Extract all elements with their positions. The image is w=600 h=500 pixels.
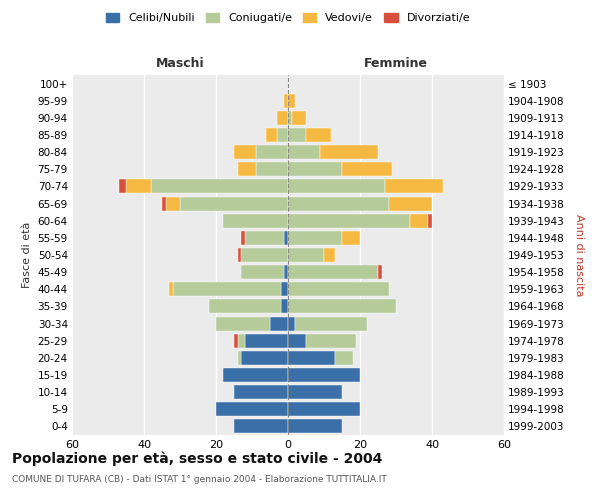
Bar [288, 214, 410, 228]
Bar [238, 334, 245, 347]
Bar [288, 334, 306, 347]
Bar [288, 180, 385, 194]
Bar [216, 316, 270, 330]
Bar [234, 145, 256, 159]
Y-axis label: Fasce di età: Fasce di età [22, 222, 32, 288]
Bar [288, 145, 320, 159]
Bar [234, 334, 238, 347]
Bar [288, 196, 389, 210]
Bar [119, 180, 126, 194]
Legend: Celibi/Nubili, Coniugati/e, Vedovi/e, Divorziati/e: Celibi/Nubili, Coniugati/e, Vedovi/e, Di… [101, 8, 475, 28]
Bar [389, 196, 432, 210]
Bar [238, 248, 241, 262]
Bar [238, 351, 241, 365]
Bar [288, 265, 378, 279]
Bar [288, 128, 306, 142]
Bar [288, 94, 295, 108]
Bar [342, 162, 392, 176]
Bar [306, 128, 331, 142]
Bar [378, 265, 382, 279]
Bar [245, 231, 284, 245]
Bar [245, 334, 288, 347]
Bar [234, 420, 288, 434]
Bar [241, 351, 288, 365]
Bar [241, 248, 288, 262]
Bar [288, 162, 342, 176]
Bar [295, 316, 367, 330]
Bar [284, 94, 288, 108]
Bar [410, 214, 428, 228]
Bar [266, 128, 277, 142]
Text: Femmine: Femmine [364, 57, 428, 70]
Bar [385, 180, 443, 194]
Bar [256, 162, 288, 176]
Bar [306, 334, 356, 347]
Bar [238, 162, 256, 176]
Bar [335, 351, 353, 365]
Bar [288, 402, 360, 416]
Text: Maschi: Maschi [155, 57, 205, 70]
Bar [342, 231, 360, 245]
Bar [288, 316, 295, 330]
Bar [281, 300, 288, 314]
Bar [126, 180, 151, 194]
Text: COMUNE DI TUFARA (CB) - Dati ISTAT 1° gennaio 2004 - Elaborazione TUTTITALIA.IT: COMUNE DI TUFARA (CB) - Dati ISTAT 1° ge… [12, 476, 387, 484]
Y-axis label: Anni di nascita: Anni di nascita [574, 214, 584, 296]
Bar [223, 214, 288, 228]
Bar [288, 351, 335, 365]
Bar [292, 111, 306, 125]
Bar [169, 282, 173, 296]
Bar [151, 180, 288, 194]
Bar [277, 128, 288, 142]
Bar [288, 385, 342, 399]
Bar [428, 214, 432, 228]
Bar [288, 111, 292, 125]
Bar [241, 265, 284, 279]
Bar [162, 196, 166, 210]
Bar [166, 196, 180, 210]
Bar [284, 265, 288, 279]
Bar [173, 282, 281, 296]
Text: Popolazione per età, sesso e stato civile - 2004: Popolazione per età, sesso e stato civil… [12, 451, 382, 466]
Bar [288, 300, 396, 314]
Bar [223, 368, 288, 382]
Bar [288, 420, 342, 434]
Bar [284, 231, 288, 245]
Bar [241, 231, 245, 245]
Bar [288, 368, 360, 382]
Bar [324, 248, 335, 262]
Bar [256, 145, 288, 159]
Bar [281, 282, 288, 296]
Bar [288, 282, 389, 296]
Bar [277, 111, 288, 125]
Bar [209, 300, 281, 314]
Bar [288, 231, 342, 245]
Bar [270, 316, 288, 330]
Bar [288, 248, 324, 262]
Bar [180, 196, 288, 210]
Bar [320, 145, 378, 159]
Bar [234, 385, 288, 399]
Bar [216, 402, 288, 416]
